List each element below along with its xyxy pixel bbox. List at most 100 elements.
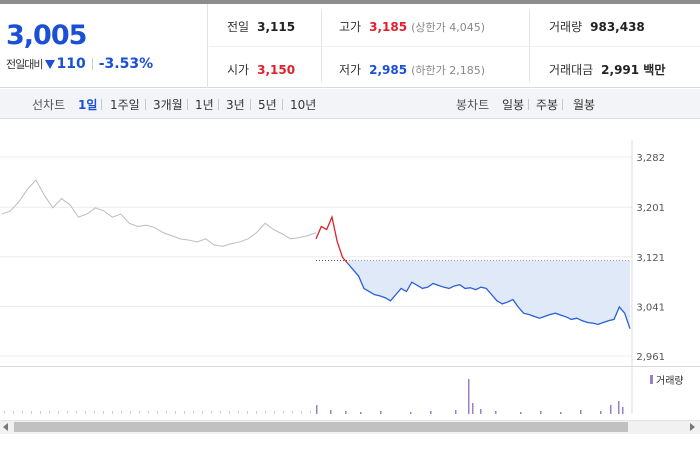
volume-bar-prev bbox=[49, 411, 50, 415]
stat-value: 983,438 bbox=[590, 20, 645, 34]
stat-low: 저가 2,985 (하한가 2,185) bbox=[339, 61, 485, 78]
volume-chart-svg bbox=[4, 367, 633, 415]
volume-bar-prev bbox=[76, 411, 77, 415]
volume-bar-prev bbox=[274, 411, 275, 415]
volume-bar bbox=[410, 412, 412, 415]
volume-bar-prev bbox=[85, 411, 86, 415]
divider bbox=[250, 99, 251, 110]
stat-label: 저가 bbox=[339, 63, 362, 77]
divider bbox=[101, 99, 102, 110]
volume-bar-prev bbox=[67, 411, 68, 415]
volume-bar-prev bbox=[256, 411, 257, 415]
divider bbox=[91, 58, 93, 70]
volume-bar-prev bbox=[247, 411, 248, 415]
price-chart[interactable]: 3,282 3,201 3,121 3,041 2,961 bbox=[0, 120, 700, 366]
stat-value: 2,985 bbox=[369, 63, 408, 77]
volume-bar bbox=[600, 411, 602, 415]
tab-1week[interactable]: 1주일 bbox=[110, 98, 140, 112]
volume-bar-prev bbox=[103, 411, 104, 415]
volume-bar bbox=[560, 412, 562, 415]
y-tick-label: 2,961 bbox=[636, 352, 665, 363]
current-price: 3,005 bbox=[6, 20, 87, 51]
volume-bar bbox=[480, 409, 482, 415]
volume-bar-prev bbox=[301, 411, 302, 415]
volume-bar bbox=[540, 411, 542, 415]
price-chart-svg: 3,282 3,201 3,121 3,041 2,961 bbox=[0, 140, 665, 366]
volume-bar bbox=[622, 407, 624, 415]
volume-bar bbox=[468, 379, 470, 415]
col-divider bbox=[529, 10, 530, 82]
volume-bar bbox=[345, 411, 347, 415]
volume-bar-prev bbox=[283, 411, 284, 415]
volume-bar bbox=[520, 412, 522, 415]
price-change: 전일대비 110 -3.53% bbox=[6, 56, 153, 72]
volume-bar-prev bbox=[193, 411, 194, 415]
stat-high: 고가 3,185 (상한가 4,045) bbox=[339, 18, 485, 35]
top-border bbox=[0, 0, 700, 4]
volume-bar bbox=[430, 411, 432, 415]
volume-bar-prev bbox=[4, 411, 5, 415]
price-line-up bbox=[315, 215, 349, 265]
scroll-left-arrow-icon[interactable] bbox=[3, 423, 8, 431]
volume-bar bbox=[610, 405, 612, 415]
divider bbox=[528, 99, 529, 110]
tab-5year[interactable]: 5년 bbox=[258, 98, 277, 112]
y-tick-label: 3,041 bbox=[636, 302, 665, 313]
volume-bar-prev bbox=[40, 411, 41, 415]
volume-legend-label: 거래량 bbox=[656, 376, 684, 387]
down-arrow-icon bbox=[45, 59, 56, 69]
stat-label: 고가 bbox=[339, 20, 362, 34]
volume-bar-prev bbox=[148, 411, 149, 415]
stat-prev-close: 전일 3,115 bbox=[227, 18, 295, 35]
volume-bar-prev bbox=[94, 411, 95, 415]
tab-daily-candle[interactable]: 일봉 bbox=[502, 98, 525, 112]
period-bar: 선차트 1일 1주일 3개월 1년 3년 5년 10년 봉차트 일봉 주봉 월봉 bbox=[0, 89, 700, 119]
tab-monthly-candle[interactable]: 월봉 bbox=[573, 98, 596, 112]
candle-chart-label: 봉차트 bbox=[456, 98, 490, 112]
divider bbox=[187, 99, 188, 110]
volume-bar-prev bbox=[310, 411, 311, 415]
stat-label: 거래량 bbox=[549, 20, 583, 34]
y-tick-label: 3,121 bbox=[636, 253, 665, 264]
volume-bar bbox=[330, 410, 332, 415]
volume-chart: 거래량 bbox=[0, 366, 700, 415]
stat-value: 2,991 백만 bbox=[601, 63, 666, 77]
volume-bar bbox=[360, 412, 362, 415]
divider bbox=[218, 99, 219, 110]
tab-3month[interactable]: 3개월 bbox=[153, 98, 183, 112]
volume-bar-prev bbox=[130, 411, 131, 415]
volume-bar-prev bbox=[58, 411, 59, 415]
volume-legend: 거래량 bbox=[650, 372, 684, 387]
stat-value: 3,185 bbox=[369, 20, 408, 34]
scroll-right-arrow-icon[interactable] bbox=[690, 423, 695, 431]
stat-turnover: 거래대금 2,991 백만 bbox=[549, 61, 665, 78]
y-tick-label: 3,201 bbox=[636, 203, 665, 214]
tab-weekly-candle[interactable]: 주봉 bbox=[536, 98, 559, 112]
volume-bar-prev bbox=[184, 411, 185, 415]
volume-bar-prev bbox=[112, 411, 113, 415]
volume-bar-prev bbox=[292, 411, 293, 415]
volume-bar bbox=[618, 401, 620, 415]
tab-10year[interactable]: 10년 bbox=[290, 98, 317, 112]
row-divider bbox=[209, 46, 700, 47]
stats-grid: 전일 3,115 고가 3,185 (상한가 4,045) 거래량 983,438 시가… bbox=[209, 4, 700, 88]
divider bbox=[145, 99, 146, 110]
chart-scrollbar[interactable] bbox=[0, 414, 700, 440]
volume-bar bbox=[472, 403, 474, 415]
stat-volume: 거래량 983,438 bbox=[549, 18, 645, 35]
scroll-thumb[interactable] bbox=[14, 422, 628, 432]
volume-bar-prev bbox=[265, 411, 266, 415]
volume-bar-prev bbox=[166, 411, 167, 415]
volume-bar-prev bbox=[229, 411, 230, 415]
tab-1year[interactable]: 1년 bbox=[195, 98, 214, 112]
volume-bar bbox=[455, 410, 457, 415]
stat-label: 거래대금 bbox=[549, 63, 594, 77]
stat-label: 시가 bbox=[227, 63, 250, 77]
change-percent: -3.53% bbox=[98, 56, 154, 72]
tab-1day[interactable]: 1일 bbox=[78, 98, 98, 112]
stat-value: 3,150 bbox=[257, 63, 296, 77]
price-line-down bbox=[347, 263, 631, 329]
tab-3year[interactable]: 3년 bbox=[226, 98, 245, 112]
volume-bar-prev bbox=[220, 411, 221, 415]
previous-day-line bbox=[1, 179, 317, 247]
